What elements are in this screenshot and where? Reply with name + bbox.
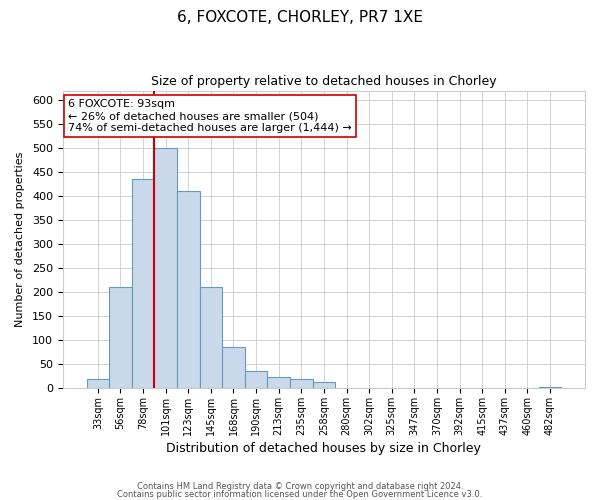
Bar [222, 348, 245, 388]
Bar [132, 180, 154, 388]
Title: Size of property relative to detached houses in Chorley: Size of property relative to detached ho… [151, 75, 497, 88]
Bar [200, 288, 222, 388]
Bar [154, 148, 177, 388]
Text: Contains HM Land Registry data © Crown copyright and database right 2024.: Contains HM Land Registry data © Crown c… [137, 482, 463, 491]
Bar [268, 378, 290, 388]
Text: 6, FOXCOTE, CHORLEY, PR7 1XE: 6, FOXCOTE, CHORLEY, PR7 1XE [177, 10, 423, 25]
Bar [86, 380, 109, 388]
Bar [109, 288, 132, 388]
Bar [290, 380, 313, 388]
Y-axis label: Number of detached properties: Number of detached properties [15, 152, 25, 327]
X-axis label: Distribution of detached houses by size in Chorley: Distribution of detached houses by size … [166, 442, 481, 455]
Text: 6 FOXCOTE: 93sqm
← 26% of detached houses are smaller (504)
74% of semi-detached: 6 FOXCOTE: 93sqm ← 26% of detached house… [68, 100, 352, 132]
Bar [245, 371, 268, 388]
Bar [313, 382, 335, 388]
Bar [539, 386, 561, 388]
Bar [177, 192, 200, 388]
Text: Contains public sector information licensed under the Open Government Licence v3: Contains public sector information licen… [118, 490, 482, 499]
